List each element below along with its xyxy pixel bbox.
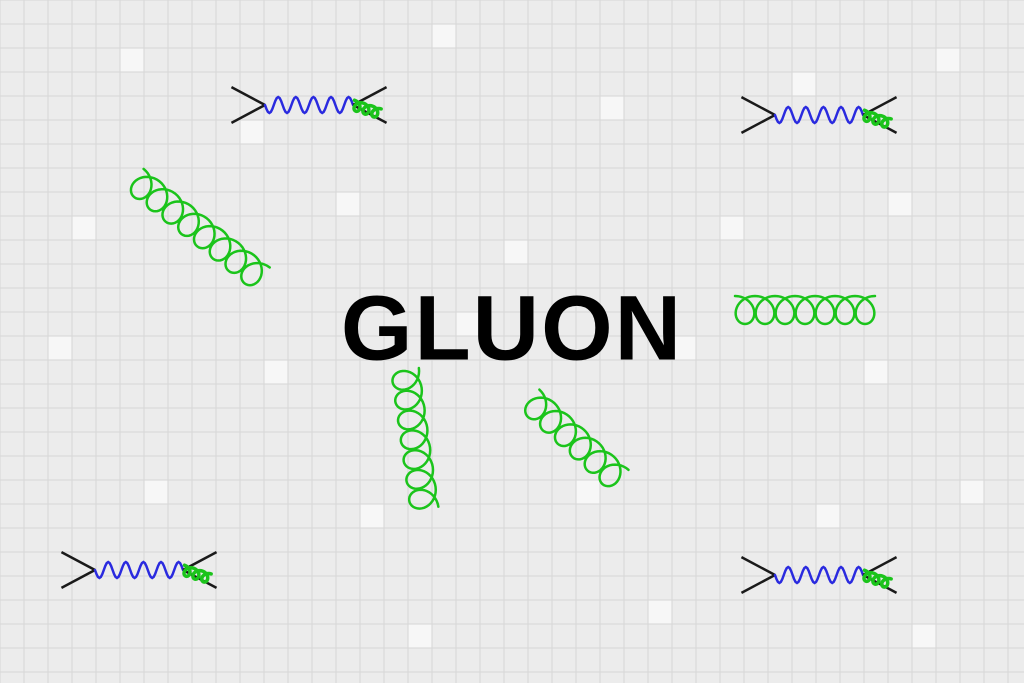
bg-noise-cell [120,48,144,72]
bg-noise-cell [408,624,432,648]
bg-noise-cell [144,480,168,504]
bg-noise-cell [648,600,672,624]
bg-noise-cell [264,360,288,384]
bg-noise-cell [192,600,216,624]
bg-noise-cell [936,48,960,72]
bg-noise-cell [240,120,264,144]
bg-noise-cell [432,24,456,48]
bg-noise-cell [792,72,816,96]
bg-noise-cell [816,504,840,528]
bg-noise-cell [576,480,600,504]
bg-noise-cell [48,336,72,360]
bg-noise-cell [864,360,888,384]
diagram-canvas: GLUON [0,0,1024,683]
bg-noise-cell [720,216,744,240]
bg-noise-cell [336,192,360,216]
bg-noise-cell [600,96,624,120]
bg-noise-cell [504,240,528,264]
bg-noise-cell [72,216,96,240]
bg-noise-cell [912,624,936,648]
bg-noise-cell [960,480,984,504]
bg-noise-cell [360,504,384,528]
physics-infographic: GLUON [0,0,1024,683]
bg-noise-cell [888,192,912,216]
title-text: GLUON [341,277,683,379]
